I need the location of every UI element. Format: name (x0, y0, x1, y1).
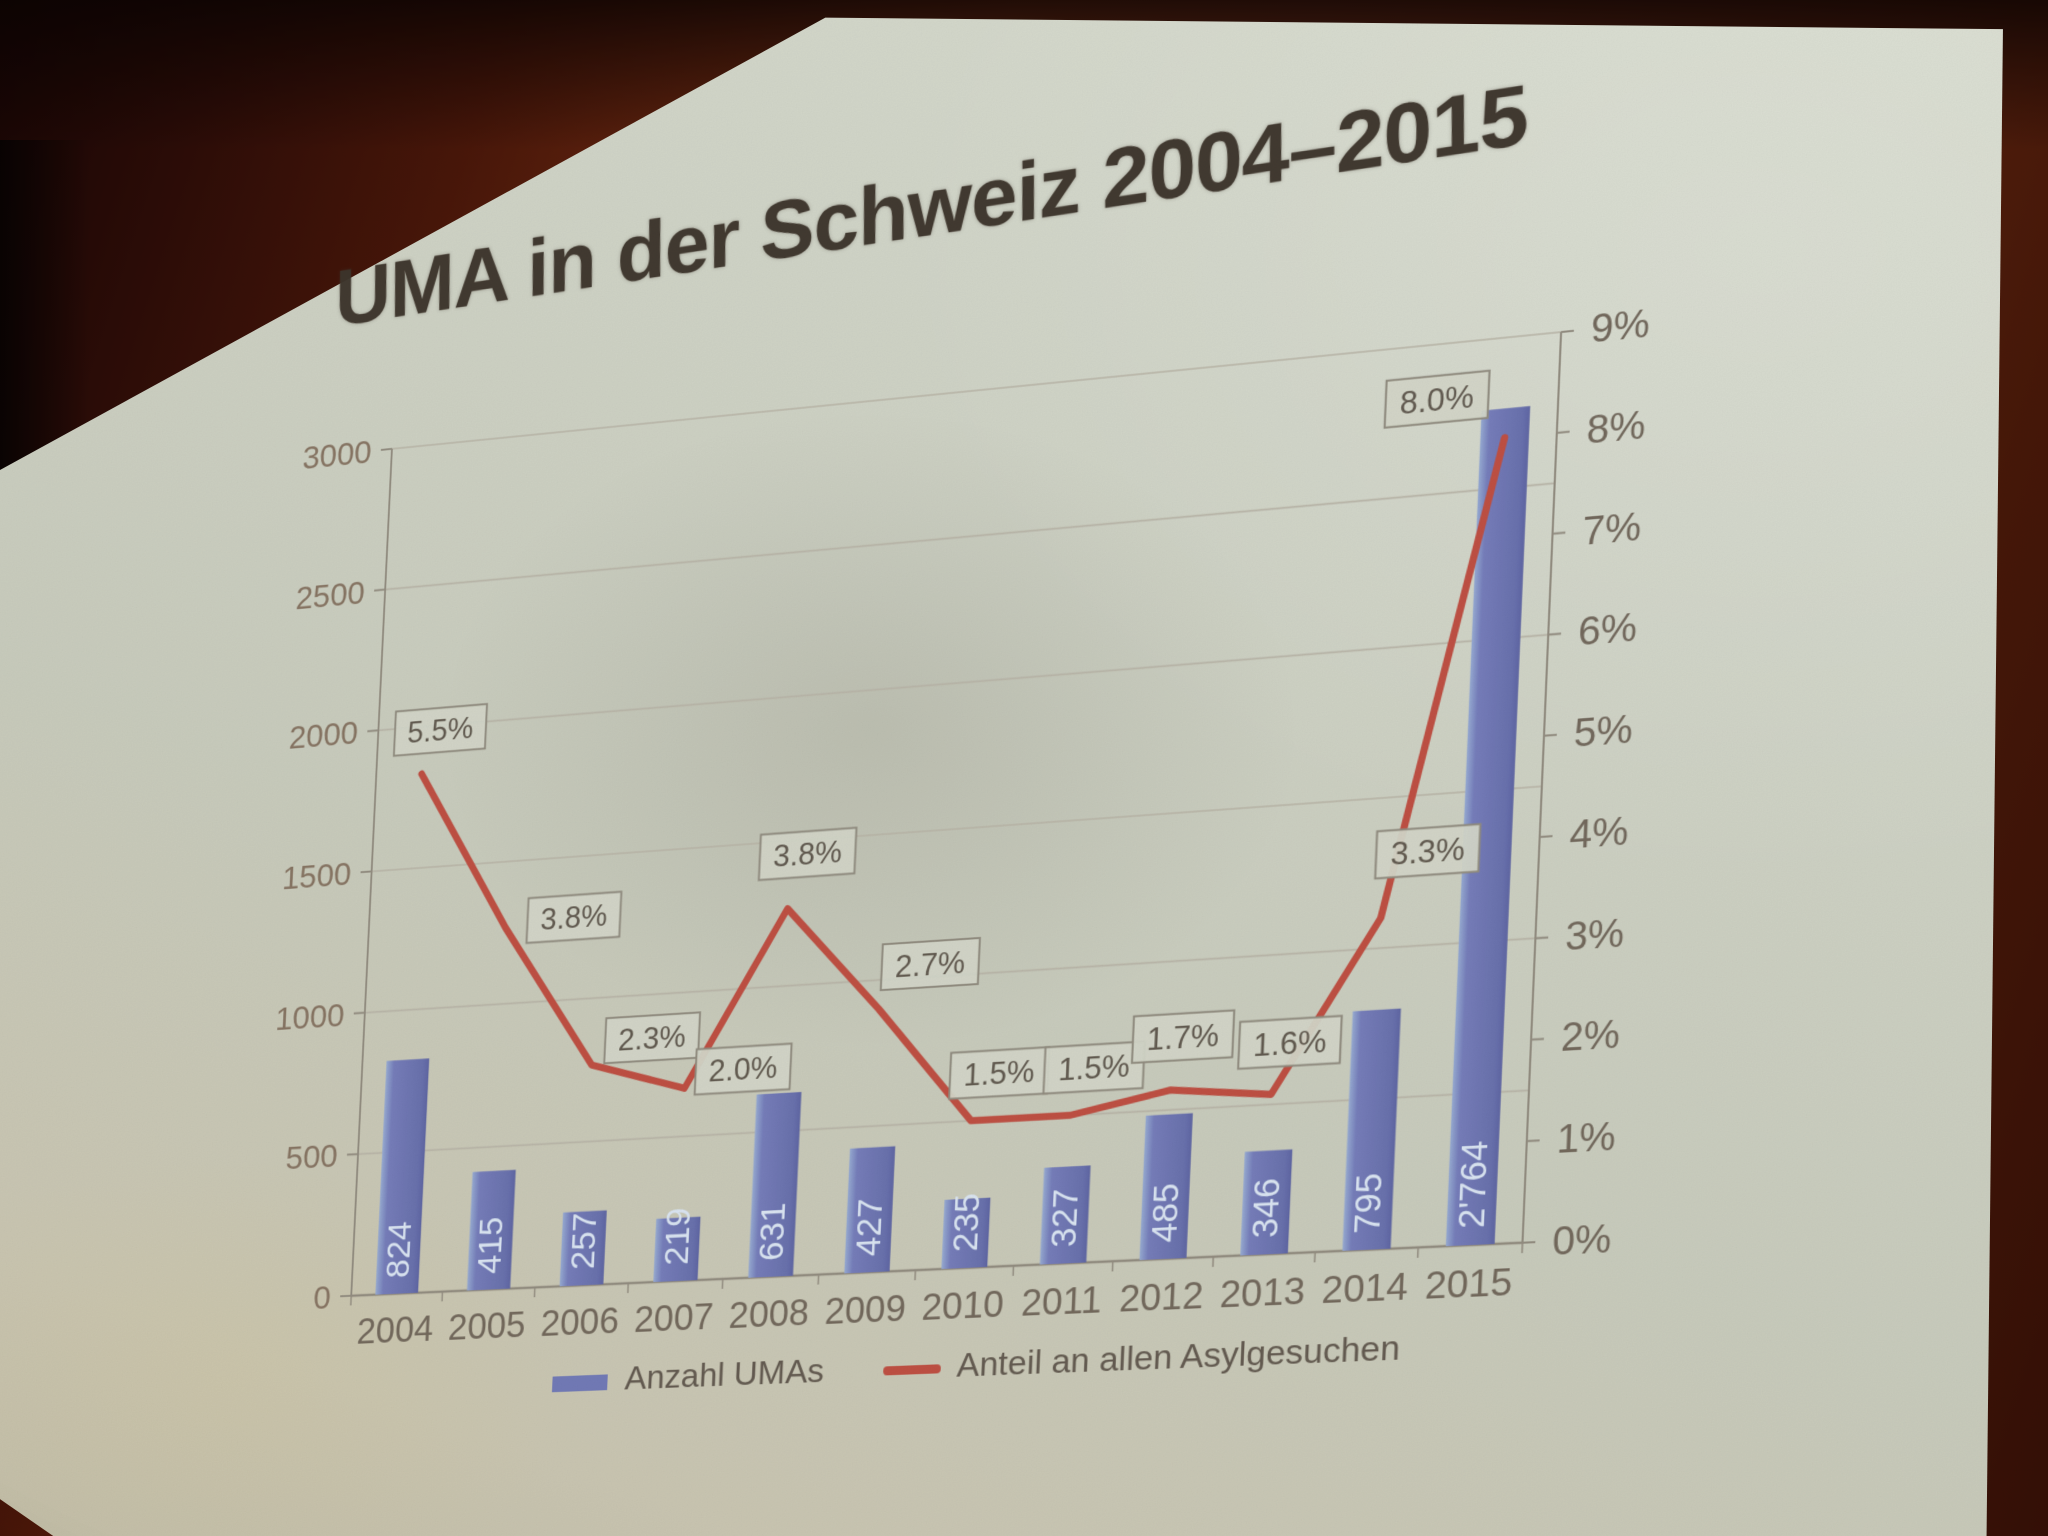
left-axis-tick (367, 730, 378, 731)
percent-label: 2.0% (708, 1052, 778, 1090)
chart-legend: Anzahl UMAs Anteil an allen Asylgesuchen (551, 1329, 1401, 1398)
percent-label: 3.8% (540, 900, 608, 938)
bar-value-label: 485 (1144, 1182, 1187, 1243)
legend-line-swatch (883, 1364, 941, 1376)
bar-value-label: 631 (753, 1202, 794, 1262)
right-axis-tick (1527, 1140, 1540, 1141)
left-axis-tick-label: 0 (313, 1279, 332, 1316)
bar-value-label: 415 (472, 1216, 511, 1275)
slide-content: UMA in der Schweiz 2004–2015 0 500 1000 150… (156, 0, 1813, 1536)
percent-label: 1.6% (1253, 1024, 1328, 1063)
right-axis-tick-label: 7% (1582, 504, 1643, 553)
x-axis-year-label: 2011 (1020, 1278, 1102, 1324)
bar-value-label: 795 (1347, 1172, 1391, 1234)
left-axis-tick (374, 590, 385, 591)
bar-value-label: 346 (1245, 1177, 1288, 1239)
legend-line-label: Anteil an allen Asylgesuchen (956, 1329, 1401, 1385)
legend-bar-label: Anzahl UMAs (624, 1352, 825, 1398)
right-axis-tick (1548, 634, 1561, 635)
right-axis-tick (1535, 937, 1548, 938)
gridline (372, 786, 1542, 871)
left-axis-tick (347, 1154, 358, 1155)
gridline (385, 483, 1555, 589)
percent-label: 1.7% (1146, 1019, 1220, 1058)
left-axis-tick-label: 500 (285, 1138, 339, 1177)
right-axis-tick (1540, 836, 1553, 837)
percent-label: 1.5% (1057, 1050, 1130, 1088)
left-axis-tick (361, 871, 372, 872)
right-axis-tick-label: 8% (1586, 403, 1647, 452)
bar-value-label: 235 (946, 1192, 988, 1252)
right-axis-tick (1557, 432, 1570, 433)
percent-label: 3.8% (772, 836, 842, 875)
right-axis-tick-label: 9% (1590, 301, 1651, 350)
percent-label: 1.5% (963, 1055, 1035, 1093)
bar-value-label: 219 (658, 1207, 698, 1266)
x-axis-year-label: 2010 (921, 1282, 1005, 1328)
right-axis-tick (1561, 331, 1574, 332)
bar-value-label: 824 (380, 1221, 419, 1279)
right-axis-tick-label: 3% (1564, 911, 1625, 959)
percent-label: 5.5% (407, 712, 474, 750)
percent-label: 3.3% (1390, 833, 1466, 873)
x-axis-year-label: 2007 (633, 1295, 714, 1340)
left-axis-tick-label: 3000 (302, 434, 373, 477)
right-axis-tick (1544, 735, 1557, 736)
left-axis-tick (340, 1296, 351, 1297)
right-axis-tick (1531, 1039, 1544, 1040)
legend-bar-swatch (551, 1374, 608, 1393)
left-axis-tick-label: 1000 (274, 997, 345, 1038)
percent-label: 2.7% (894, 946, 966, 984)
x-axis-year-label: 2013 (1219, 1269, 1306, 1316)
left-axis-tick-label: 1500 (281, 856, 352, 898)
x-axis-year-label: 2005 (447, 1303, 526, 1347)
left-axis-tick-label: 2500 (295, 574, 366, 617)
left-axis-tick (354, 1013, 365, 1014)
right-axis-tick-label: 4% (1569, 809, 1630, 857)
x-axis-year-label: 2006 (540, 1299, 620, 1344)
right-axis-tick-label: 0% (1552, 1217, 1613, 1264)
right-axis-tick-label: 1% (1556, 1115, 1617, 1162)
x-axis-year-label: 2014 (1321, 1264, 1409, 1311)
bar-value-label: 2'764 (1451, 1140, 1496, 1230)
chart: 0 500 1000 1500 2000 2500 3000 0% 1% 2% 3% 4% 5% 6% 7%… (274, 301, 1651, 1398)
right-axis-tick-label: 2% (1560, 1013, 1621, 1060)
x-axis-year-label: 2008 (728, 1291, 810, 1336)
x-axis-year-label: 2009 (824, 1287, 907, 1333)
bar-value-label: 257 (564, 1211, 604, 1270)
right-axis-tick-label: 5% (1573, 707, 1634, 755)
bar-value-label: 327 (1045, 1187, 1087, 1248)
x-axis-year-label: 2015 (1424, 1260, 1513, 1307)
right-axis-tick-label: 6% (1577, 606, 1638, 655)
percent-label: 2.3% (617, 1020, 686, 1057)
x-axis-year-label: 2004 (356, 1308, 434, 1352)
right-axis-tick (1523, 1242, 1536, 1243)
bar-value-label: 427 (849, 1197, 890, 1257)
gridline (378, 635, 1548, 731)
left-axis-tick (381, 449, 392, 450)
x-axis-year-label: 2012 (1118, 1273, 1204, 1320)
percent-label: 8.0% (1399, 380, 1475, 422)
left-axis-tick-label: 2000 (288, 715, 359, 757)
right-axis-tick (1553, 533, 1566, 534)
